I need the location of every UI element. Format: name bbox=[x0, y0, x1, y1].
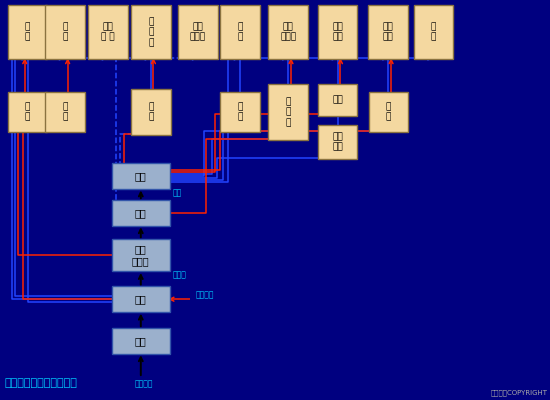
Text: 石灰
水泥: 石灰 水泥 bbox=[332, 132, 343, 152]
Text: 煅烧: 煅烧 bbox=[332, 96, 343, 104]
FancyBboxPatch shape bbox=[131, 5, 170, 59]
Text: 灰渣
水泥: 灰渣 水泥 bbox=[332, 22, 343, 42]
Text: 干化
或脱水: 干化 或脱水 bbox=[132, 244, 150, 266]
Text: 焚烧: 焚烧 bbox=[135, 171, 147, 181]
FancyBboxPatch shape bbox=[318, 5, 358, 59]
FancyBboxPatch shape bbox=[414, 5, 453, 59]
FancyBboxPatch shape bbox=[45, 92, 85, 132]
Text: 污泥气: 污泥气 bbox=[173, 271, 186, 280]
Text: 消
毒: 消 毒 bbox=[25, 102, 30, 122]
Text: 消化: 消化 bbox=[135, 294, 147, 304]
FancyBboxPatch shape bbox=[318, 125, 357, 159]
FancyBboxPatch shape bbox=[268, 84, 308, 140]
Text: 燃气
燃油: 燃气 燃油 bbox=[383, 22, 394, 42]
Text: 煅
烧: 煅 烧 bbox=[148, 102, 153, 122]
FancyBboxPatch shape bbox=[8, 92, 47, 132]
Text: 灰渣
混凝土: 灰渣 混凝土 bbox=[280, 22, 296, 42]
FancyBboxPatch shape bbox=[220, 5, 260, 59]
Text: 混
凝
土: 混 凝 土 bbox=[285, 97, 291, 127]
Text: 发
电: 发 电 bbox=[431, 22, 436, 42]
Text: 生化
纤维板: 生化 纤维板 bbox=[190, 22, 206, 42]
FancyBboxPatch shape bbox=[8, 5, 47, 59]
Text: 活性污泥: 活性污泥 bbox=[134, 380, 153, 388]
FancyBboxPatch shape bbox=[112, 286, 170, 312]
Text: 煅
烧: 煅 烧 bbox=[386, 102, 391, 122]
Text: 堆
肥: 堆 肥 bbox=[62, 102, 68, 122]
FancyBboxPatch shape bbox=[112, 163, 170, 189]
FancyBboxPatch shape bbox=[112, 328, 170, 354]
FancyBboxPatch shape bbox=[178, 5, 218, 59]
Text: 污
泥
砖: 污 泥 砖 bbox=[148, 17, 153, 47]
FancyBboxPatch shape bbox=[112, 200, 170, 226]
FancyBboxPatch shape bbox=[268, 5, 308, 59]
Text: 融
熔: 融 熔 bbox=[237, 102, 243, 122]
FancyBboxPatch shape bbox=[369, 92, 408, 132]
FancyBboxPatch shape bbox=[220, 92, 260, 132]
Text: 浓缩: 浓缩 bbox=[135, 336, 147, 346]
Text: 地
砖: 地 砖 bbox=[237, 22, 243, 42]
Text: 农
肥: 农 肥 bbox=[62, 22, 68, 42]
Text: 余热: 余热 bbox=[173, 188, 182, 197]
Text: 初沉污泥: 初沉污泥 bbox=[196, 290, 214, 299]
FancyBboxPatch shape bbox=[368, 5, 408, 59]
Text: 东方仿真COPYRIGHT: 东方仿真COPYRIGHT bbox=[490, 390, 547, 396]
Text: 填填
地 海: 填填 地 海 bbox=[101, 22, 114, 42]
FancyBboxPatch shape bbox=[45, 5, 85, 59]
Text: 排
海: 排 海 bbox=[25, 22, 30, 42]
FancyBboxPatch shape bbox=[112, 239, 170, 271]
Text: 干燥: 干燥 bbox=[135, 208, 147, 218]
FancyBboxPatch shape bbox=[131, 89, 170, 135]
FancyBboxPatch shape bbox=[88, 5, 128, 59]
FancyBboxPatch shape bbox=[318, 84, 357, 116]
Text: 污泥最终处置与利用略图: 污泥最终处置与利用略图 bbox=[4, 378, 77, 388]
